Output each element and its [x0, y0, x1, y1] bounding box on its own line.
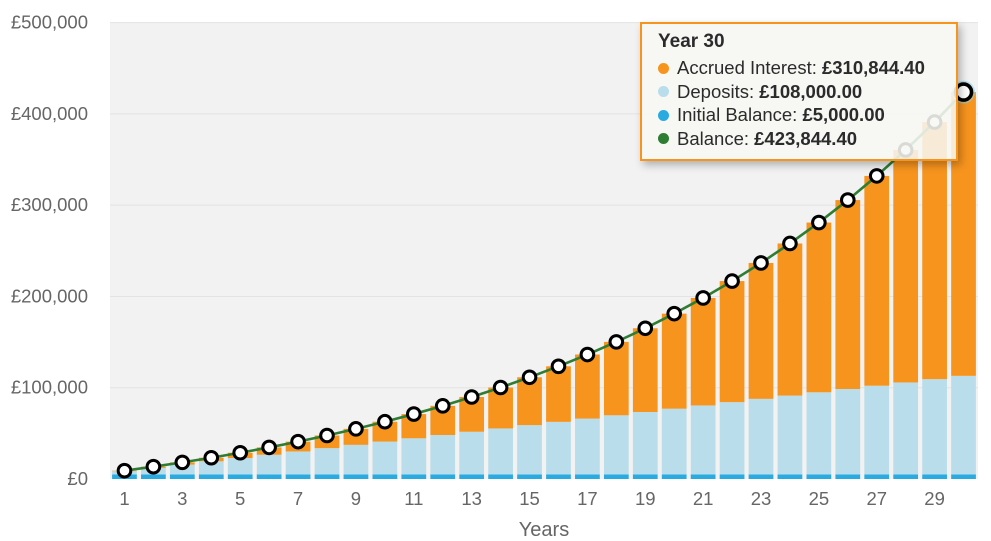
svg-text:7: 7 [293, 488, 303, 509]
svg-text:3: 3 [177, 488, 187, 509]
svg-text:£100,000: £100,000 [11, 377, 88, 398]
svg-text:15: 15 [519, 488, 540, 509]
svg-text:9: 9 [351, 488, 361, 509]
svg-text:5: 5 [235, 488, 245, 509]
svg-text:£400,000: £400,000 [11, 103, 88, 124]
svg-text:27: 27 [866, 488, 887, 509]
svg-text:£500,000: £500,000 [11, 12, 88, 33]
svg-text:£300,000: £300,000 [11, 194, 88, 215]
svg-text:19: 19 [635, 488, 656, 509]
svg-text:23: 23 [751, 488, 772, 509]
svg-text:25: 25 [809, 488, 830, 509]
svg-text:13: 13 [461, 488, 482, 509]
svg-text:29: 29 [924, 488, 945, 509]
svg-text:£0: £0 [67, 468, 88, 489]
svg-text:17: 17 [577, 488, 598, 509]
svg-text:21: 21 [693, 488, 714, 509]
svg-text:11: 11 [404, 488, 423, 509]
svg-text:£200,000: £200,000 [11, 285, 88, 306]
svg-text:1: 1 [119, 488, 129, 509]
